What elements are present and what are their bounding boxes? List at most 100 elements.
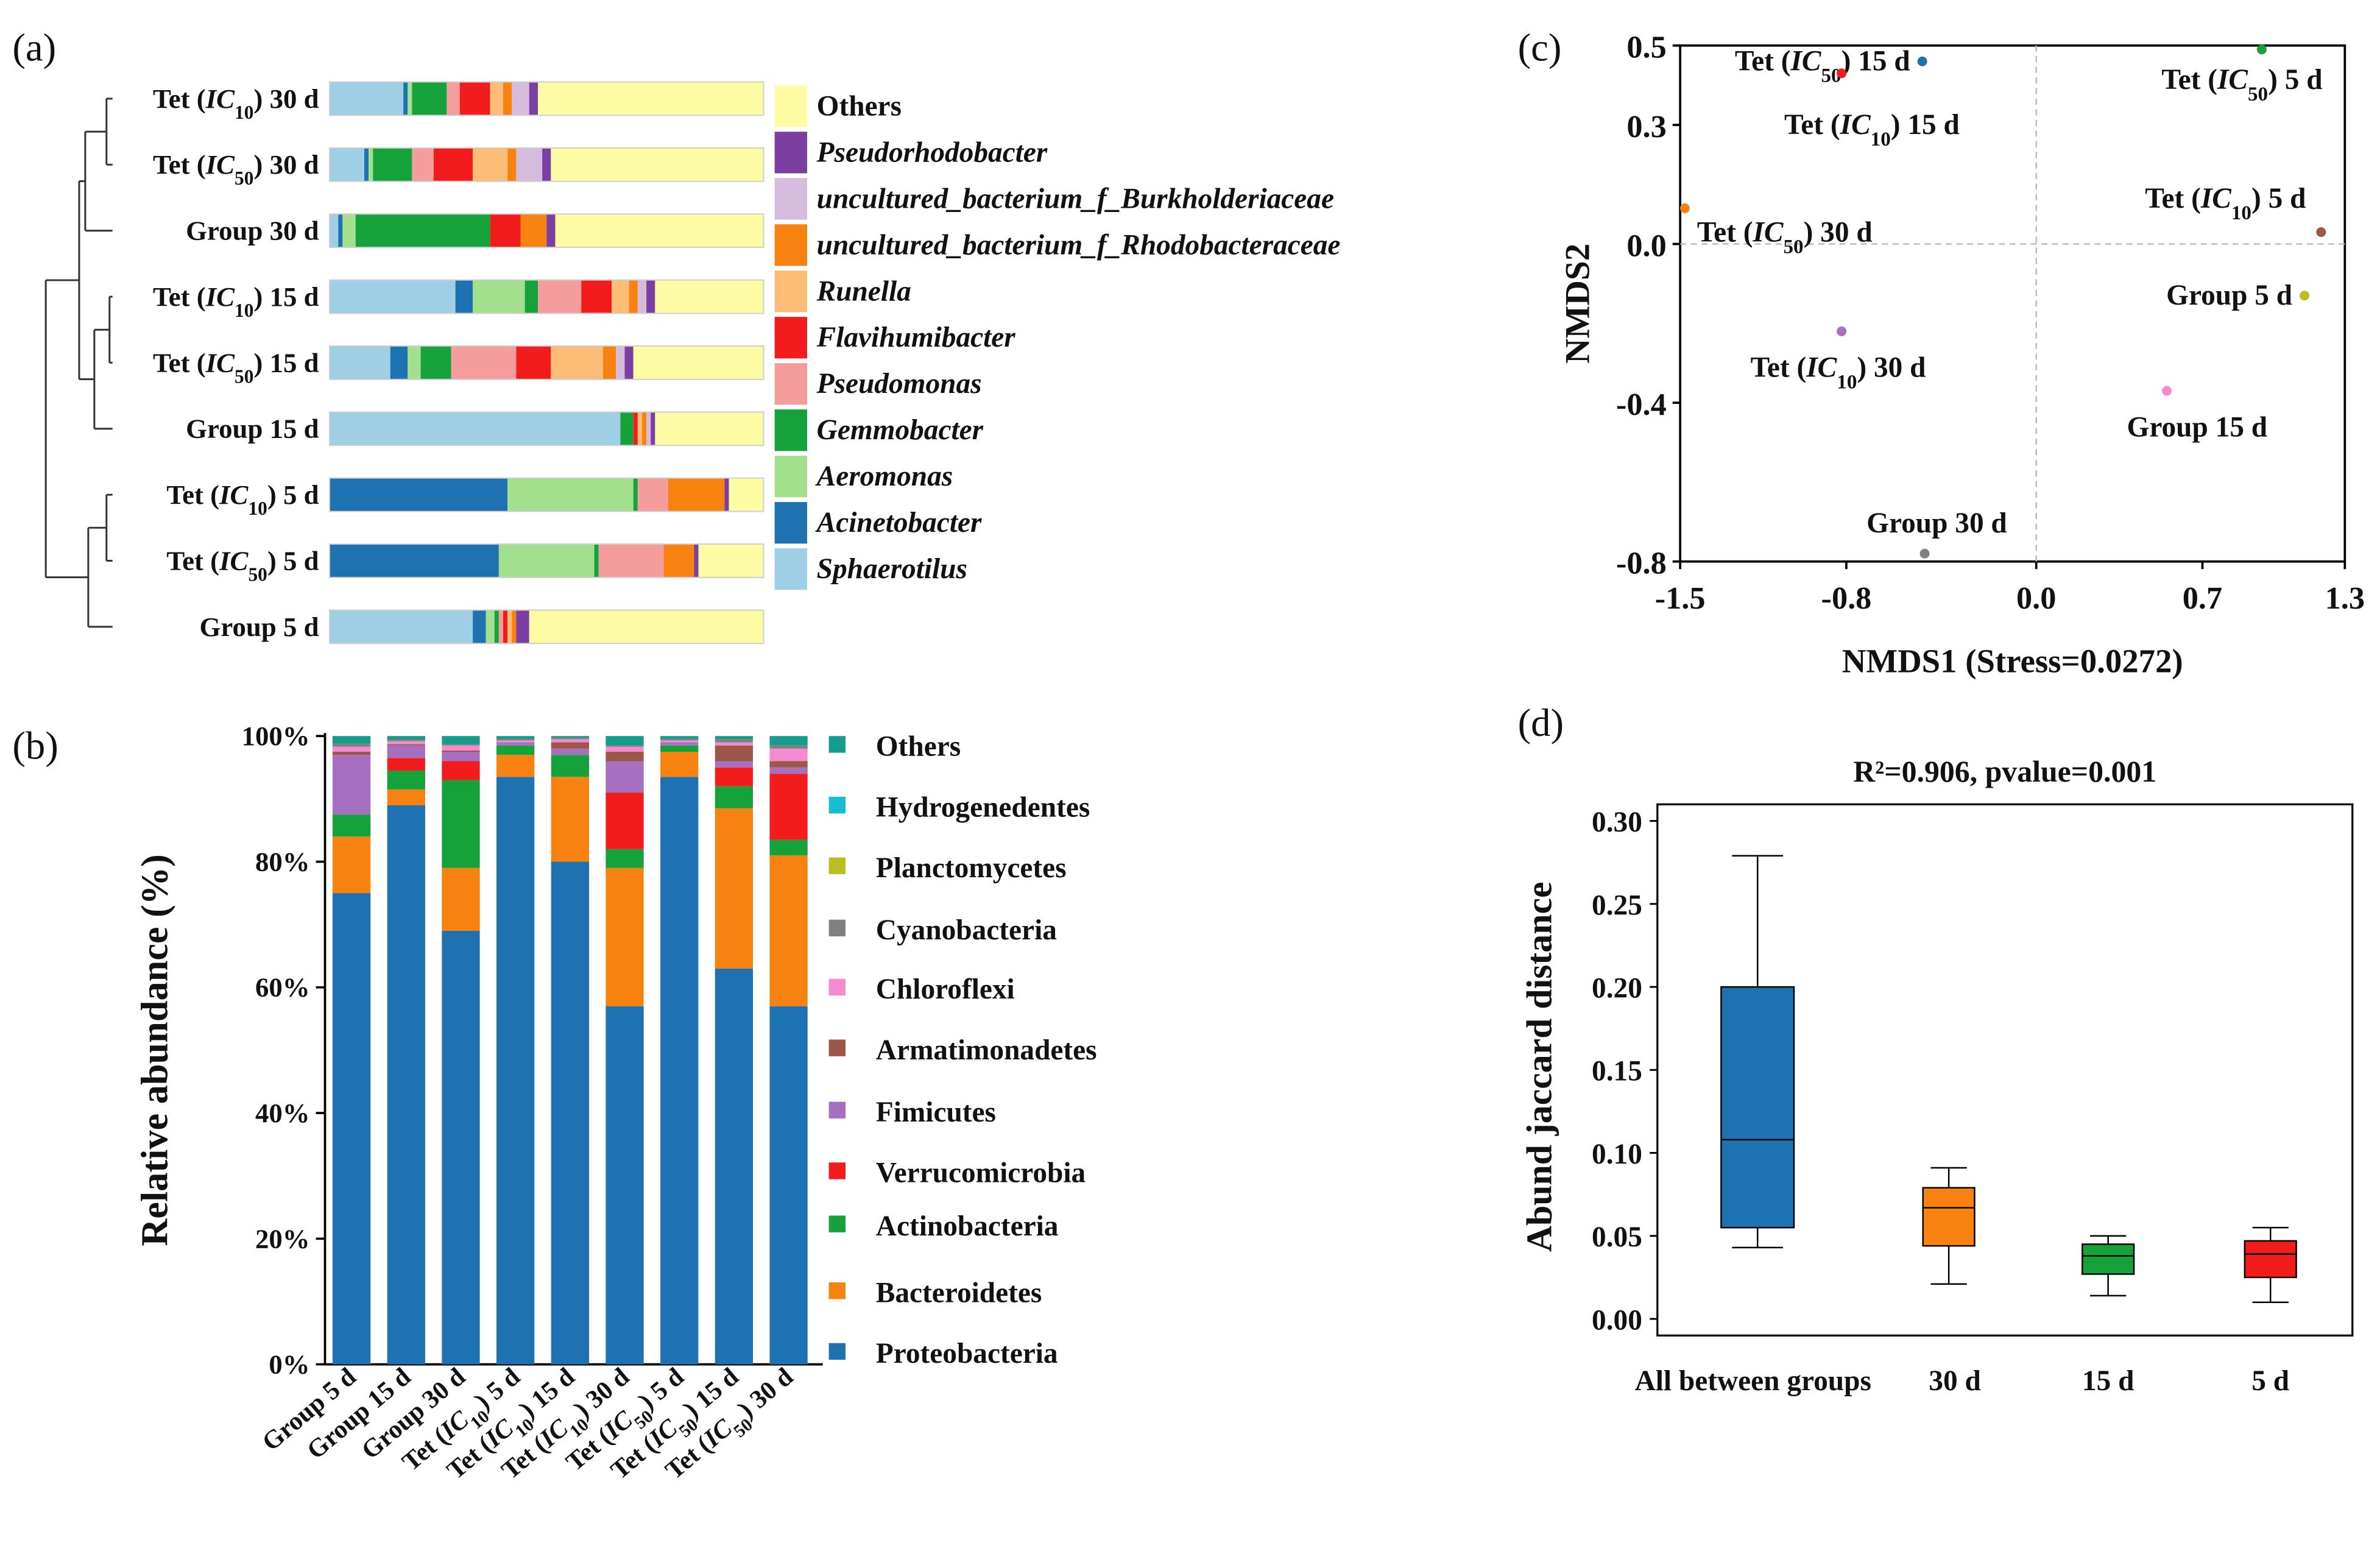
point-label-c-post: ) 15 d [1891,109,1960,141]
legend-label-b-armatimonadetes: Armatimonadetes [876,1034,1097,1066]
bar-a-tet-ic10-5-d-pseudorhodobacter [724,478,729,512]
bar-a-tet-ic10-30-d-others [537,82,764,116]
row-label-a-tet-ic10-5-d-sub: 10 [248,498,267,519]
bar-b-tet-ic10-15-d-proteobacteria [551,861,589,1365]
bar-b-group-5-d-fimicutes [332,755,371,815]
row-label-a-tet-ic50-30-d-pre: Tet ( [153,149,206,180]
bar-b-tet-ic50-15-d-actinobacteria [715,786,754,808]
y-tick-label-c: -0.4 [1616,387,1667,422]
scatter-point-c [1837,68,1847,79]
row-label-a-tet-ic50-15-d: Tet (IC50) 15 d [153,347,319,387]
bar-a-tet-ic50-5-d-others [698,544,764,578]
bar-b-group-30-d-fimicutes [442,752,480,761]
bar-b-group-5-d-bacteroidetes [332,836,371,894]
panel-label-b: (b) [12,724,58,768]
bar-b-group-5-d-armatimonadetes [332,752,371,755]
box-15-d [2082,1243,2135,1275]
panel-label-a: (a) [12,26,56,70]
bar-a-group-15-d-runella [637,412,642,446]
x-tick-label-c: -0.8 [1821,581,1872,616]
bar-b-tet-ic10-15-d-bacteroidetes [551,777,589,862]
bar-b-group-5-d-cyanobacteria [332,743,371,747]
bar-b-tet-ic50-30-d-others [769,736,808,746]
point-label-c: Tet (IC50) 5 d [2161,64,2322,105]
point-label-c-pre: Tet ( [1751,352,1807,384]
bar-b-group-30-d-others [442,736,480,744]
scatter-point-c [1679,203,1690,213]
legend-label-b-chloroflexi: Chloroflexi [876,973,1015,1005]
bar-a-group-15-d-uncultured-bacterium-f-burkholderiaceae [646,412,651,446]
legend-swatch-a-uncultured-bacterium-f-burkholderiaceae [774,177,808,221]
bar-a-tet-ic50-15-d-aeromonas [408,345,421,380]
bar-b-tet-ic50-5-d-bacteroidetes [660,752,699,777]
legend-swatch-b-armatimonadetes [828,1039,846,1056]
bar-a-tet-ic10-30-d-pseudomonas [447,82,460,116]
legend-swatch-a-gemmobacter [774,408,808,452]
point-label-c-post: ) 5 d [2251,183,2306,214]
bar-a-group-5-d-aeromonas [486,610,495,644]
bar-b-tet-ic10-15-d-others [551,736,589,738]
bar-a-group-30-d-gemmobacter [355,214,490,248]
legend-swatch-b-verrucomicrobia [828,1162,846,1179]
bar-a-tet-ic10-15-d-pseudomonas [537,280,582,314]
y-tick-label-b: 20% [255,1223,310,1254]
point-label-c-sub: 50 [1783,235,1803,258]
bar-b-group-30-d-actinobacteria [442,780,480,868]
bar-b-tet-ic10-30-d-armatimonadetes [606,752,644,761]
bar-a-group-30-d-uncultured-bacterium-f-rhodobacteraceae [520,214,547,248]
bar-b-group-15-d-actinobacteria [387,770,425,790]
bar-a-tet-ic10-15-d-uncultured-bacterium-f-burkholderiaceae [637,280,647,314]
bar-b-tet-ic10-30-d-chloroflexi [606,746,644,752]
row-label-a-tet-ic10-5-d: Tet (IC10) 5 d [166,479,319,519]
bar-a-tet-ic10-30-d-acinetobacter [403,82,408,116]
panel-label-d: (d) [1518,701,1564,745]
row-label-a-tet-ic10-5-d-ital: IC [219,479,249,510]
bar-a-tet-ic10-5-d-pseudomonas [637,478,668,512]
bar-a-group-30-d-flavihumibacter [490,214,521,248]
row-label-a-tet-ic10-5-d-pre: Tet ( [166,479,219,510]
legend-swatch-a-pseudorhodobacter [774,130,808,174]
legend-label-a-others: Others [817,90,902,122]
legend-swatch-a-aeromonas [774,454,808,498]
bar-b-tet-ic10-30-d-bacteroidetes [606,867,644,1006]
y-tick-label-b: 60% [255,972,310,1003]
bar-b-group-5-d-chloroflexi [332,746,371,752]
y-tick-label-b: 80% [255,846,310,877]
bar-b-tet-ic10-5-d-cyanobacteria [496,739,535,741]
legend-label-b-fimicutes: Fimicutes [876,1097,996,1128]
row-label-a-tet-ic50-30-d: Tet (IC50) 30 d [153,149,319,189]
point-label-c: Group 15 d [2127,411,2268,443]
bar-b-tet-ic50-30-d-cyanobacteria [769,745,808,749]
legend-label-b-hydrogenedentes: Hydrogenedentes [876,791,1090,823]
point-label-c: Tet (IC10) 5 d [2145,183,2306,224]
bar-a-tet-ic10-5-d-uncultured-bacterium-f-rhodobacteraceae [668,478,725,512]
bar-b-tet-ic10-15-d-cyanobacteria [551,738,589,740]
legend-swatch-a-uncultured-bacterium-f-rhodobacteraceae [774,223,808,267]
row-label-a-tet-ic10-30-d-pre: Tet ( [153,83,206,114]
point-label-c: Tet (IC50) 30 d [1697,217,1873,258]
bar-a-tet-ic10-15-d-pseudorhodobacter [646,280,655,314]
scatter-point-c [2256,44,2267,55]
bar-b-group-30-d-verrucomicrobia [442,761,480,780]
bar-a-tet-ic50-30-d-runella [473,147,508,182]
x-tick-label-b-tet-ic50-30-d-post: ) 30 d [733,1362,799,1424]
bar-a-tet-ic10-15-d-flavihumibacter [581,280,612,314]
x-tick-label-d: 15 d [2082,1365,2134,1397]
bar-a-outline-tet-ic50-15-d [328,345,764,380]
point-label-c-ital: IC [1790,46,1821,77]
point-label-c-pre: Tet ( [2145,183,2201,214]
legend-swatch-b-fimicutes [828,1101,846,1119]
x-tick-label-c: 0.0 [2016,581,2056,616]
bar-b-group-30-d-bacteroidetes [442,867,480,931]
y-tick-label-c: 0.5 [1626,30,1666,65]
y-tick-label-c: -0.8 [1616,546,1667,581]
bar-b-tet-ic10-30-d-others [606,736,644,746]
y-tick-label-d: 0.25 [1592,889,1642,921]
bar-a-tet-ic10-30-d-flavihumibacter [459,82,490,116]
row-label-a-tet-ic10-30-d-post: ) 30 d [253,83,319,114]
bar-a-outline-tet-ic50-30-d [328,147,764,182]
y-tick-label-d: 0.30 [1592,807,1642,838]
point-label-c: Tet (IC10) 30 d [1751,352,1926,394]
bar-a-tet-ic10-15-d-gemmobacter [524,280,538,314]
